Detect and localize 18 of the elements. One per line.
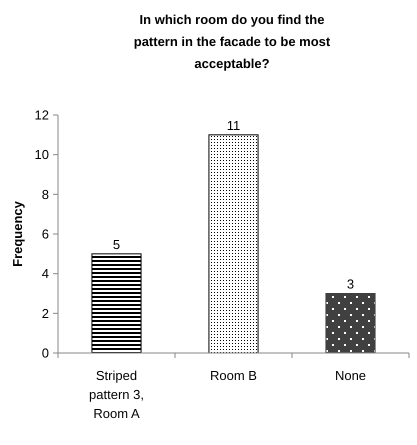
- x-tick-label: Striped pattern 3, Room A: [89, 368, 144, 421]
- x-tick-label: Room B: [210, 368, 257, 383]
- y-tick-label: 10: [34, 147, 49, 162]
- data-label: 11: [226, 118, 240, 133]
- data-label: 3: [346, 276, 354, 292]
- bar: [208, 134, 259, 354]
- y-axis-title: Frequency: [10, 200, 25, 267]
- chart-title: In which room do you find the pattern in the facade to be most acceptable?: [134, 12, 331, 71]
- bar: [325, 293, 376, 354]
- x-tick-label: None: [334, 368, 366, 383]
- data-label: 5: [112, 236, 120, 252]
- y-tick-label: 6: [42, 226, 49, 242]
- y-tick-label: 0: [42, 346, 49, 361]
- y-tick-label: 4: [42, 266, 49, 282]
- bar: [91, 253, 142, 354]
- y-tick-label: 8: [42, 186, 49, 202]
- y-tick-label: 2: [42, 306, 49, 321]
- y-tick-label: 12: [34, 108, 49, 123]
